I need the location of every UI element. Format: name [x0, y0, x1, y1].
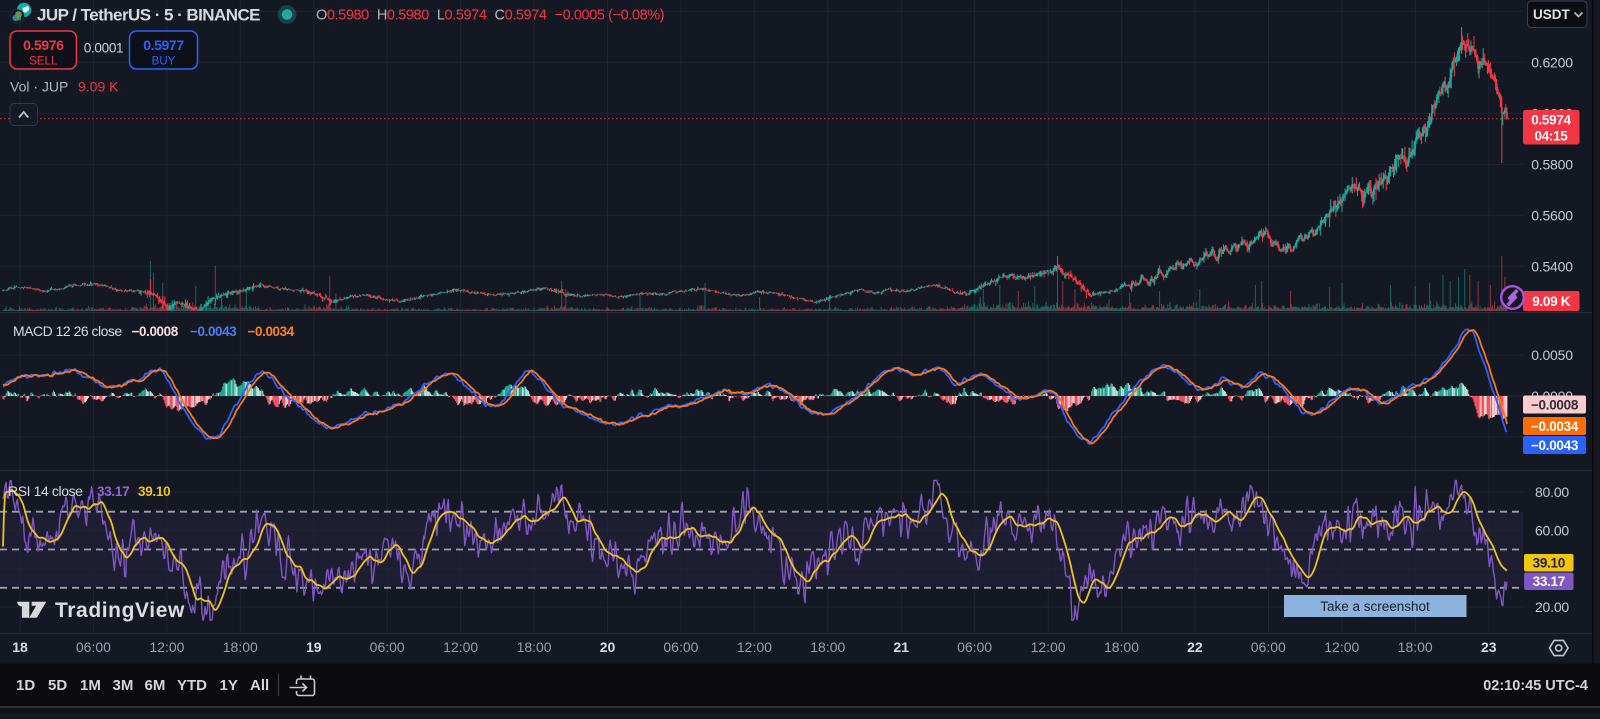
svg-text:5D: 5D [48, 677, 67, 694]
svg-text:Take a screenshot: Take a screenshot [1320, 599, 1430, 614]
svg-text:18:00: 18:00 [517, 639, 552, 655]
svg-text:18:00: 18:00 [810, 639, 845, 655]
svg-text:RSI 14 close: RSI 14 close [8, 483, 83, 499]
svg-text:All: All [250, 677, 269, 694]
svg-text:18:00: 18:00 [223, 639, 258, 655]
svg-text:18: 18 [12, 639, 28, 655]
svg-text:06:00: 06:00 [663, 639, 698, 655]
svg-text:BUY: BUY [152, 56, 176, 68]
svg-text:80.00: 80.00 [1535, 484, 1569, 500]
svg-text:YTD: YTD [177, 677, 207, 694]
svg-text:JUP / TetherUS · 5 · BINANCE: JUP / TetherUS · 5 · BINANCE [37, 6, 260, 25]
svg-text:SELL: SELL [29, 56, 58, 68]
svg-text:06:00: 06:00 [76, 639, 111, 655]
svg-text:9.09 K: 9.09 K [78, 79, 119, 95]
svg-text:0.5977: 0.5977 [143, 37, 184, 53]
svg-text:20.00: 20.00 [1535, 599, 1569, 615]
svg-text:0.5600: 0.5600 [1531, 207, 1573, 223]
svg-text:0.0001: 0.0001 [84, 41, 124, 56]
svg-text:12:00: 12:00 [1031, 639, 1066, 655]
svg-text:Vol · JUP: Vol · JUP [10, 79, 68, 95]
svg-text:12:00: 12:00 [443, 639, 478, 655]
svg-text:−0.0034: −0.0034 [248, 324, 295, 339]
svg-text:33.17: 33.17 [1533, 574, 1565, 589]
svg-text:0.5976: 0.5976 [23, 37, 64, 53]
svg-text:6M: 6M [145, 677, 166, 694]
svg-text:3M: 3M [113, 677, 134, 694]
svg-text:18:00: 18:00 [1398, 639, 1433, 655]
svg-text:06:00: 06:00 [370, 639, 405, 655]
svg-text:−0.0008: −0.0008 [132, 324, 179, 339]
svg-text:0.6200: 0.6200 [1531, 54, 1573, 70]
svg-text:12:00: 12:00 [737, 639, 772, 655]
svg-text:−0.0034: −0.0034 [1531, 419, 1579, 434]
svg-text:60.00: 60.00 [1535, 522, 1569, 538]
svg-text:06:00: 06:00 [957, 639, 992, 655]
svg-text:USDT: USDT [1533, 7, 1571, 22]
svg-text:33.17: 33.17 [97, 484, 129, 499]
svg-text:1D: 1D [16, 677, 35, 694]
svg-text:23: 23 [1481, 639, 1497, 655]
svg-text:0.0050: 0.0050 [1531, 347, 1573, 363]
svg-text:19: 19 [306, 639, 322, 655]
svg-text:18:00: 18:00 [1104, 639, 1139, 655]
svg-text:20: 20 [600, 639, 616, 655]
svg-text:−0.0043: −0.0043 [1531, 438, 1579, 453]
svg-text:1Y: 1Y [220, 677, 238, 694]
svg-text:TradingView: TradingView [55, 599, 185, 622]
svg-text:1M: 1M [80, 677, 101, 694]
svg-text:0.5974: 0.5974 [1531, 113, 1571, 128]
svg-text:06:00: 06:00 [1251, 639, 1286, 655]
svg-text:39.10: 39.10 [1533, 556, 1565, 571]
svg-text:39.10: 39.10 [138, 484, 170, 499]
svg-text:04:15: 04:15 [1534, 129, 1568, 144]
svg-text:−0.0043: −0.0043 [190, 324, 237, 339]
svg-text:MACD 12 26 close: MACD 12 26 close [13, 323, 122, 339]
svg-text:12:00: 12:00 [1324, 639, 1359, 655]
svg-text:−0.0008: −0.0008 [1531, 397, 1579, 412]
svg-text:12:00: 12:00 [149, 639, 184, 655]
svg-text:0.5800: 0.5800 [1531, 156, 1573, 172]
svg-text:22: 22 [1187, 639, 1203, 655]
svg-text:0.5400: 0.5400 [1531, 258, 1573, 274]
svg-text:21: 21 [893, 639, 909, 655]
svg-text:02:10:45 UTC-4: 02:10:45 UTC-4 [1483, 678, 1588, 694]
svg-text:9.09 K: 9.09 K [1532, 294, 1571, 309]
